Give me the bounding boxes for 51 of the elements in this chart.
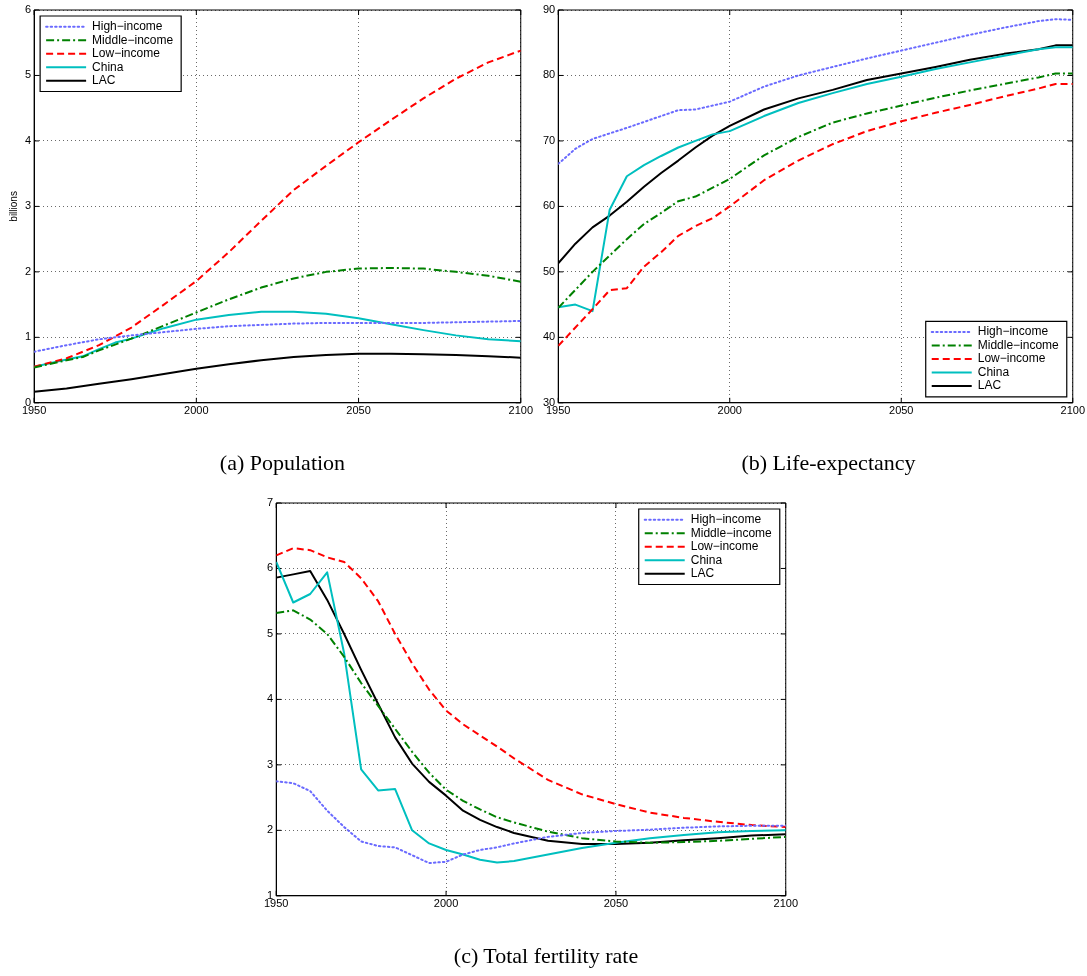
x-tick-label: 2000 [184,404,209,417]
legend-label: Low−income [92,46,161,61]
x-tick-label: 2000 [717,404,742,417]
y-tick-label: 5 [267,626,274,639]
y-tick-label: 4 [267,692,274,705]
y-tick-label: 7 [267,496,274,509]
y-tick-label: 2 [267,823,274,836]
text: (a) Population [218,450,347,476]
y-tick-label: 60 [542,199,556,212]
legend-label: High−income [977,324,1049,339]
y-tick-label: 1 [24,330,32,343]
legend-label: High−income [92,19,163,34]
y-tick-label: 80 [542,68,556,81]
y-tick-label: 70 [542,133,556,146]
line-series [34,266,521,369]
y-tick-label: 2 [24,264,32,277]
legend-label: LAC [92,73,116,88]
legend-label: LAC [690,566,715,581]
y-tick-label: 50 [542,264,556,277]
legend-label: Low−income [977,351,1046,366]
legend-label: China [690,552,723,567]
x-tick-label: 2100 [508,404,534,417]
legend-label: High−income [690,512,762,527]
legend-label: China [92,59,124,74]
line-series [276,780,786,865]
x-tick-label: 2100 [1060,404,1086,417]
line-series [558,18,1073,165]
y-tick-label: 4 [24,133,32,146]
line-series [34,49,521,368]
y-tick-label: 6 [24,3,32,16]
x-tick-label: 2050 [603,897,629,910]
x-tick-label: 2000 [433,897,459,910]
legend-label: Middle−income [690,525,773,540]
line-series [34,319,521,353]
text: (b) Life-expectancy [740,450,917,476]
legend-label: Middle−income [977,337,1060,352]
legend-label: Middle−income [92,32,174,47]
y-tick-label: 40 [542,330,556,343]
text: (c) Total fertility rate [452,943,640,969]
y-tick-label: 6 [267,561,274,574]
legend-label: Low−income [690,539,759,554]
x-tick-label: 2100 [773,897,799,910]
legend-label: LAC [977,378,1002,393]
y-axis-title: billions [7,191,19,222]
y-tick-label: 3 [24,199,32,212]
y-tick-label: 5 [24,68,32,81]
legend-label: China [977,364,1010,379]
y-tick-label: 3 [267,757,274,770]
x-tick-label: 2050 [346,404,371,417]
x-tick-label: 2050 [889,404,914,417]
y-tick-label: 90 [542,3,556,16]
